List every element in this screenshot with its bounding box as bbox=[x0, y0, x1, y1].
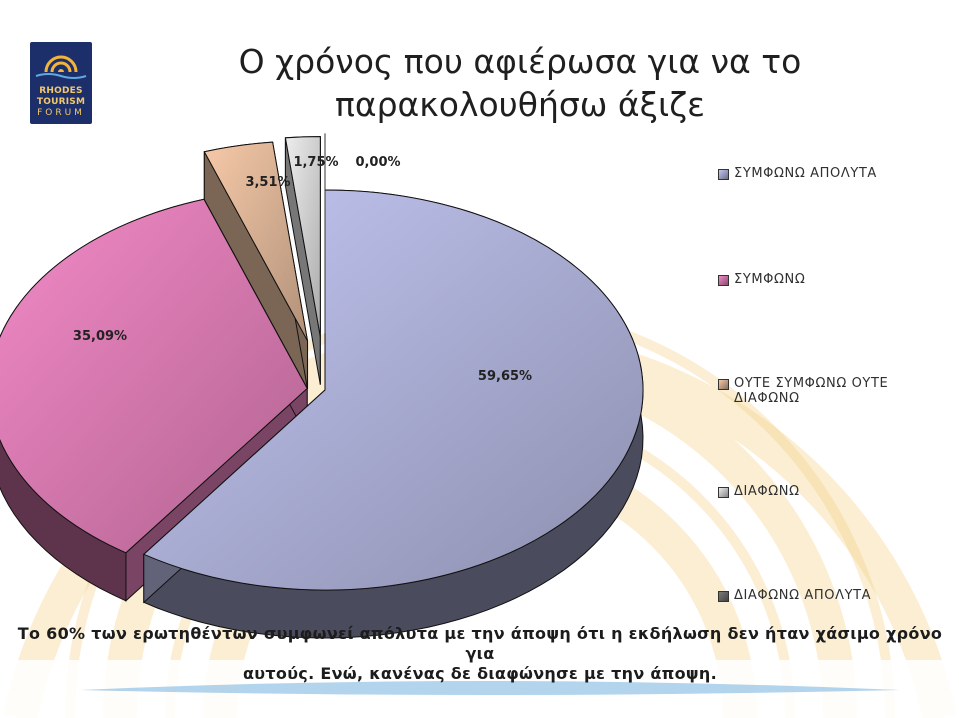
legend-item-4: ΔΙΑΦΩΝΩ bbox=[718, 484, 924, 499]
logo-text-line3: FORUM bbox=[37, 108, 85, 118]
legend-swatch-2 bbox=[718, 275, 729, 286]
logo-text-line2: TOURISM bbox=[36, 97, 86, 107]
legend-swatch-4 bbox=[718, 487, 729, 498]
legend-label-5: ΔΙΑΦΩΝΩ ΑΠΟΛΥΤΑ bbox=[734, 588, 872, 603]
legend-swatch-5 bbox=[718, 591, 729, 602]
page-title-line2: παρακολουθήσω άξιζε bbox=[334, 85, 706, 124]
data-label-3: 3,51% bbox=[245, 175, 290, 190]
legend-item-5: ΔΙΑΦΩΝΩ ΑΠΟΛΥΤΑ bbox=[718, 588, 924, 603]
pie-slice-3 bbox=[203, 141, 309, 342]
data-label-2: 35,09% bbox=[73, 329, 127, 344]
legend-item-3: ΟΥΤΕ ΣΥΜΦΩΝΩ ΟΥΤΕ ΔΙΑΦΩΝΩ bbox=[718, 376, 924, 406]
pie-slice-2 bbox=[0, 198, 308, 554]
page-title: Ο χρόνος που αφιέρωσα για να το παρακολο… bbox=[180, 40, 860, 126]
legend-swatch-1 bbox=[718, 169, 729, 180]
pie-slice-1 bbox=[142, 189, 644, 591]
legend-label-3: ΟΥΤΕ ΣΥΜΦΩΝΩ ΟΥΤΕ ΔΙΑΦΩΝΩ bbox=[734, 376, 889, 406]
data-label-1: 59,65% bbox=[478, 369, 532, 384]
summary-caption: Το 60% των ερωτηθέντων συμφωνεί απόλυτα … bbox=[10, 624, 950, 684]
logo-text-line1: RHODES bbox=[39, 86, 83, 96]
summary-caption-line2: αυτούς. Ενώ, κανένας δε διαφώνησε με την… bbox=[243, 664, 717, 683]
rhodes-tourism-forum-logo: RHODES TOURISM FORUM bbox=[30, 42, 92, 124]
pie-slice-4 bbox=[284, 136, 321, 337]
data-label-5: 0,00% bbox=[355, 155, 400, 170]
legend-label-2: ΣΥΜΦΩΝΩ bbox=[734, 272, 806, 287]
legend-item-1: ΣΥΜΦΩΝΩ ΑΠΟΛΥΤΑ bbox=[718, 166, 924, 181]
legend-item-2: ΣΥΜΦΩΝΩ bbox=[718, 272, 924, 287]
page-title-line1: Ο χρόνος που αφιέρωσα για να το bbox=[238, 42, 802, 81]
legend-swatch-3 bbox=[718, 379, 729, 390]
legend-label-4: ΔΙΑΦΩΝΩ bbox=[734, 484, 800, 499]
legend-label-1: ΣΥΜΦΩΝΩ ΑΠΟΛΥΤΑ bbox=[734, 166, 877, 181]
summary-caption-line1: Το 60% των ερωτηθέντων συμφωνεί απόλυτα … bbox=[17, 624, 943, 663]
data-label-4: 1,75% bbox=[293, 155, 338, 170]
